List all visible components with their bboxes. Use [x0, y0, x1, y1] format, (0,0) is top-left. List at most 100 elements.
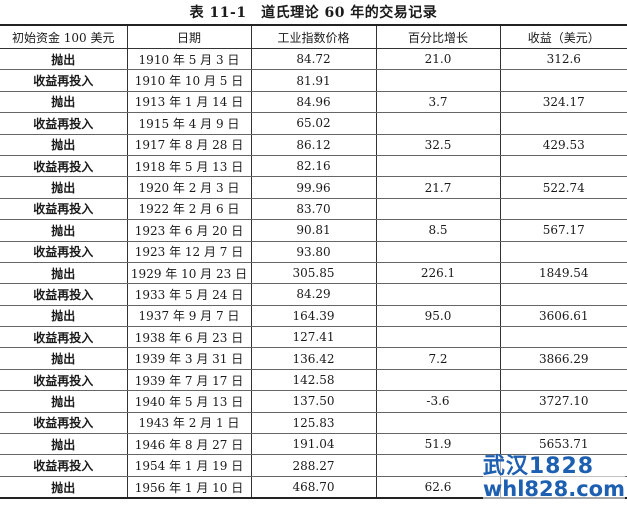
table-row: 抛出 1937 年 9 月 7 日 164.39 95.0 3606.61: [0, 305, 627, 328]
header-earnings: 收益（美元）: [499, 25, 627, 49]
cell-index-price: 84.72: [250, 48, 376, 71]
table-row: 收益再投入 1938 年 6 月 23 日 127.41: [0, 326, 627, 349]
table-row: 收益再投入 1954 年 1 月 19 日 288.27: [0, 454, 627, 477]
cell-earnings: 3866.29: [499, 347, 627, 370]
header-row: 初始资金 100 美元 日期 工业指数价格 百分比增长 收益（美元）: [0, 25, 627, 49]
cell-earnings: [499, 112, 627, 135]
cell-date: 1943 年 2 月 1 日: [126, 412, 251, 435]
cell-earnings: [499, 326, 627, 349]
cell-percent-growth: 7.2: [375, 347, 500, 370]
cell-date: 1917 年 8 月 28 日: [126, 134, 251, 156]
cell-action: 抛出: [0, 48, 127, 71]
cell-date: 1940 年 5 月 13 日: [126, 390, 251, 413]
cell-action: 抛出: [0, 134, 127, 156]
cell-percent-growth: 32.5: [375, 134, 500, 156]
cell-action: 抛出: [0, 219, 127, 242]
table-row: 抛出 1920 年 2 月 3 日 99.96 21.7 522.74: [0, 176, 627, 199]
cell-percent-growth: 8.5: [375, 219, 500, 242]
cell-index-price: 90.81: [250, 219, 376, 242]
cell-percent-growth: [375, 241, 500, 263]
cell-index-price: 468.70: [250, 476, 376, 500]
cell-action: 抛出: [0, 476, 127, 500]
cell-index-price: 93.80: [250, 241, 376, 263]
cell-action: 收益再投入: [0, 241, 127, 263]
cell-date: 1946 年 8 月 27 日: [126, 433, 251, 456]
table-row: 抛出 1917 年 8 月 28 日 86.12 32.5 429.53: [0, 134, 627, 156]
cell-action: 收益再投入: [0, 112, 127, 135]
table-row: 收益再投入 1922 年 2 月 6 日 83.70: [0, 198, 627, 221]
table-row: 收益再投入 1918 年 5 月 13 日 82.16: [0, 155, 627, 178]
table-row: 抛出 1913 年 1 月 14 日 84.96 3.7 324.17: [0, 91, 627, 114]
cell-earnings: [499, 412, 627, 435]
cell-percent-growth: -3.6: [375, 390, 500, 413]
header-index-price: 工业指数价格: [250, 25, 376, 49]
cell-index-price: 137.50: [250, 390, 376, 413]
table-row: 收益再投入 1933 年 5 月 24 日 84.29: [0, 283, 627, 306]
cell-action: 抛出: [0, 433, 127, 456]
cell-percent-growth: 62.6: [375, 476, 500, 500]
cell-date: 1922 年 2 月 6 日: [126, 198, 251, 221]
cell-index-price: 125.83: [250, 412, 376, 435]
cell-action: 收益再投入: [0, 198, 127, 221]
cell-date: 1929 年 10 月 23 日: [126, 262, 251, 285]
cell-percent-growth: [375, 198, 500, 221]
table-row: 收益再投入 1915 年 4 月 9 日 65.02: [0, 112, 627, 135]
cell-date: 1937 年 9 月 7 日: [126, 305, 251, 328]
watermark-line2: whl828.com: [482, 476, 625, 501]
cell-earnings: 312.6: [499, 48, 627, 71]
cell-earnings: 522.74: [499, 176, 627, 199]
cell-percent-growth: [375, 283, 500, 306]
cell-earnings: 3727.10: [499, 390, 627, 413]
cell-earnings: 324.17: [499, 91, 627, 114]
cell-date: 1939 年 3 月 31 日: [126, 347, 251, 370]
cell-action: 收益再投入: [0, 326, 127, 349]
cell-action: 收益再投入: [0, 155, 127, 178]
header-date: 日期: [126, 25, 251, 49]
table-row: 收益再投入 1939 年 7 月 17 日 142.58: [0, 369, 627, 392]
cell-date: 1933 年 5 月 24 日: [126, 283, 251, 306]
cell-date: 1910 年 10 月 5 日: [126, 69, 251, 92]
cell-date: 1939 年 7 月 17 日: [126, 369, 251, 392]
cell-action: 抛出: [0, 262, 127, 285]
cell-date: 1910 年 5 月 3 日: [126, 48, 251, 71]
cell-date: 1920 年 2 月 3 日: [126, 176, 251, 199]
cell-earnings: [499, 69, 627, 92]
cell-date: 1915 年 4 月 9 日: [126, 112, 251, 135]
cell-index-price: 84.96: [250, 91, 376, 114]
table-row: 抛出 1946 年 8 月 27 日 191.04 51.9 5653.71: [0, 433, 627, 456]
cell-percent-growth: [375, 155, 500, 178]
cell-percent-growth: [375, 412, 500, 435]
cell-date: 1956 年 1 月 10 日: [126, 476, 251, 500]
table-row: 抛出 1940 年 5 月 13 日 137.50 -3.6 3727.10: [0, 390, 627, 413]
cell-percent-growth: 3.7: [375, 91, 500, 114]
cell-earnings: [499, 198, 627, 221]
table-title: 表 11-1 道氏理论 60 年的交易记录: [189, 5, 438, 21]
cell-percent-growth: [375, 112, 500, 135]
cell-date: 1918 年 5 月 13 日: [126, 155, 251, 178]
cell-date: 1923 年 6 月 20 日: [126, 219, 251, 242]
cell-date: 1938 年 6 月 23 日: [126, 326, 251, 349]
cell-date: 1923 年 12 月 7 日: [126, 241, 251, 263]
cell-earnings: 567.17: [499, 219, 627, 242]
cell-percent-growth: [375, 69, 500, 92]
cell-percent-growth: 226.1: [375, 262, 500, 285]
watermark-logo: 武汉1828 whl828.com: [482, 455, 625, 501]
cell-percent-growth: [375, 326, 500, 349]
table-row: 收益再投入 1923 年 12 月 7 日 93.80: [0, 241, 627, 263]
cell-index-price: 82.16: [250, 155, 376, 178]
cell-percent-growth: [375, 454, 500, 477]
cell-action: 收益再投入: [0, 412, 127, 435]
cell-action: 抛出: [0, 305, 127, 328]
cell-action: 收益再投入: [0, 454, 127, 477]
table-row: 收益再投入 1910 年 10 月 5 日 81.91: [0, 69, 627, 92]
cell-percent-growth: [375, 369, 500, 392]
header-initial-capital: 初始资金 100 美元: [0, 25, 127, 49]
cell-index-price: 127.41: [250, 326, 376, 349]
cell-index-price: 191.04: [250, 433, 376, 456]
trade-record-table: 初始资金 100 美元 日期 工业指数价格 百分比增长 收益（美元） 抛出 191…: [0, 24, 627, 500]
cell-index-price: 288.27: [250, 454, 376, 477]
table-row: 抛出 1923 年 6 月 20 日 90.81 8.5 567.17: [0, 219, 627, 242]
table-row: 抛出 1910 年 5 月 3 日 84.72 21.0 312.6: [0, 48, 627, 71]
cell-earnings: 1849.54: [499, 262, 627, 285]
cell-index-price: 83.70: [250, 198, 376, 221]
